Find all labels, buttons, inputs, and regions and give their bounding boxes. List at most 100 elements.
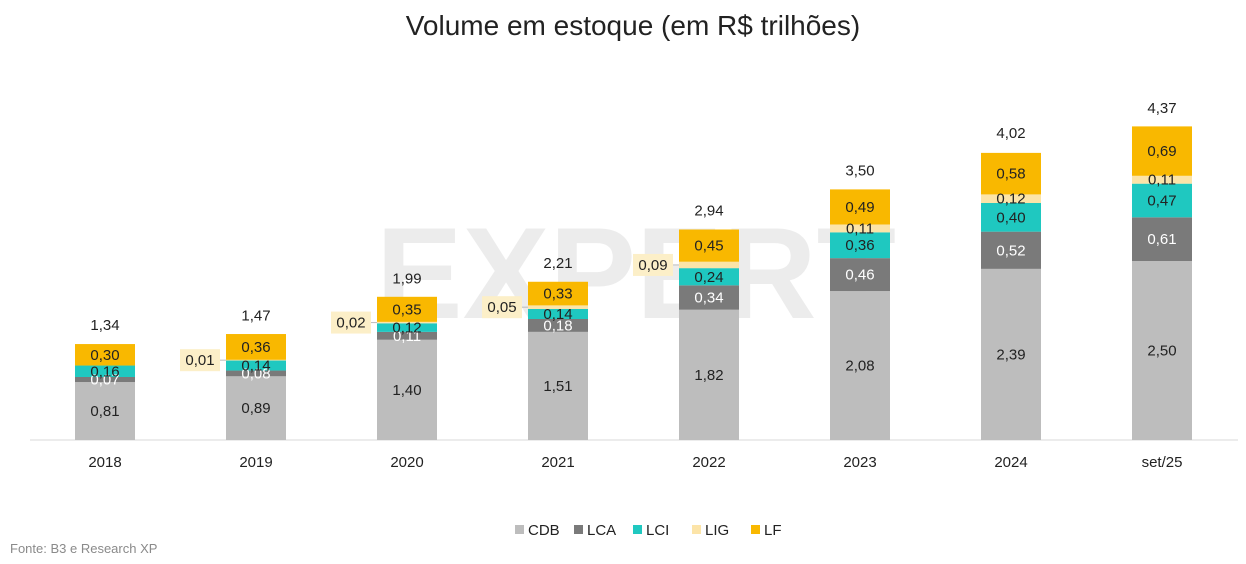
legend-label-lci: LCI (646, 522, 669, 539)
label-lf-2018: 0,30 (90, 347, 119, 364)
bar-lca-2022 (679, 285, 739, 310)
bar-lig-2023 (830, 224, 890, 233)
legend-label-lf: LF (764, 522, 782, 539)
x-tick-label-2019: 2019 (239, 454, 272, 471)
label-lca-set/25: 0,61 (1147, 231, 1176, 248)
label-cdb-2019: 0,89 (241, 400, 270, 417)
bar-lig-2022 (679, 261, 739, 269)
bar-cdb-2021 (528, 331, 588, 440)
callout-bg-lig-2022 (633, 253, 673, 276)
label-cdb-2021: 1,51 (543, 378, 572, 395)
bar-lci-2023 (830, 232, 890, 259)
legend-label-cdb: CDB (528, 522, 560, 539)
bar-lci-2022 (679, 268, 739, 286)
label-lca-2024: 0,52 (996, 242, 1025, 259)
bar-cdb-2022 (679, 309, 739, 440)
label-lci-set/25: 0,47 (1147, 192, 1176, 209)
bar-cdb-2023 (830, 291, 890, 440)
label-lig-set/25: 0,11 (1148, 172, 1176, 189)
bar-lca-2018 (75, 376, 135, 383)
bar-lci-2021 (528, 308, 588, 319)
label-lci-2019: 0,14 (241, 358, 270, 375)
bar-cdb-2019 (226, 376, 286, 440)
bar-lf-2020 (377, 296, 437, 322)
x-tick-label-2022: 2022 (692, 454, 725, 471)
label-cdb-2018: 0,81 (90, 403, 119, 420)
bar-lig-set/25 (1132, 175, 1192, 184)
bar-lca-set/25 (1132, 217, 1192, 261)
label-lig-2021: 0,05 (487, 299, 516, 316)
label-cdb-set/25: 2,50 (1147, 343, 1176, 360)
bar-lf-2022 (679, 229, 739, 262)
label-lf-2023: 0,49 (845, 199, 874, 216)
label-lf-2024: 0,58 (996, 166, 1025, 183)
label-cdb-2022: 1,82 (694, 367, 723, 384)
label-lci-2020: 0,12 (392, 320, 421, 337)
legend-swatch-lci (633, 525, 642, 534)
total-label-2023: 3,50 (845, 162, 874, 179)
label-lca-2020: 0,11 (393, 328, 421, 345)
label-lf-2021: 0,33 (543, 286, 572, 303)
bar-lca-2023 (830, 258, 890, 292)
label-lig-2023: 0,11 (846, 220, 874, 237)
bar-lci-2020 (377, 323, 437, 332)
bar-lig-2021 (528, 305, 588, 309)
label-lig-2019: 0,01 (185, 352, 214, 369)
bar-lci-2019 (226, 360, 286, 371)
chart-title: Volume em estoque (em R$ trilhões) (405, 10, 861, 41)
x-tick-label-2018: 2018 (88, 454, 121, 471)
bar-lca-2019 (226, 370, 286, 377)
total-label-set/25: 4,37 (1147, 100, 1176, 117)
label-lig-2024: 0,12 (996, 191, 1025, 208)
bar-lci-2024 (981, 203, 1041, 232)
label-lca-2021: 0,18 (543, 317, 572, 334)
label-lci-2022: 0,24 (694, 269, 723, 286)
callout-bg-lig-2019 (180, 349, 220, 372)
bar-lci-set/25 (1132, 183, 1192, 218)
bar-lca-2020 (377, 331, 437, 340)
bar-cdb-2018 (75, 382, 135, 440)
legend-label-lig: LIG (705, 522, 729, 539)
bar-lig-2019 (226, 359, 286, 361)
x-tick-label-2023: 2023 (843, 454, 876, 471)
bar-cdb-2020 (377, 339, 437, 440)
label-lci-2024: 0,40 (996, 209, 1025, 226)
legend-swatch-lf (751, 525, 760, 534)
bar-lca-2024 (981, 231, 1041, 269)
callout-bg-lig-2021 (482, 296, 522, 319)
x-tick-label-2024: 2024 (994, 454, 1027, 471)
label-cdb-2023: 2,08 (845, 358, 874, 375)
legend-swatch-lig (692, 525, 701, 534)
label-lf-2019: 0,36 (241, 339, 270, 356)
label-lf-2020: 0,35 (392, 301, 421, 318)
total-label-2019: 1,47 (241, 308, 270, 325)
label-lca-2022: 0,34 (694, 290, 723, 307)
label-lci-2023: 0,36 (845, 237, 874, 254)
label-cdb-2020: 1,40 (392, 382, 421, 399)
callout-bg-lig-2020 (331, 311, 371, 334)
legend-label-lca: LCA (587, 522, 616, 539)
x-tick-label-2021: 2021 (541, 454, 574, 471)
label-lci-2018: 0,16 (90, 363, 119, 380)
bar-lci-2018 (75, 365, 135, 377)
bar-lf-2018 (75, 344, 135, 366)
label-lf-set/25: 0,69 (1147, 143, 1176, 160)
label-lig-2020: 0,02 (336, 315, 365, 332)
bar-lf-2021 (528, 281, 588, 306)
label-cdb-2024: 2,39 (996, 346, 1025, 363)
total-label-2022: 2,94 (694, 202, 723, 219)
bar-lig-2020 (377, 321, 437, 324)
legend-swatch-lca (574, 525, 583, 534)
source-note: Fonte: B3 e Research XP (10, 541, 158, 556)
label-lci-2021: 0,14 (543, 306, 572, 323)
bar-lca-2021 (528, 318, 588, 332)
label-lca-2023: 0,46 (845, 267, 874, 284)
x-tick-label-2020: 2020 (390, 454, 423, 471)
bar-cdb-2024 (981, 268, 1041, 440)
bar-lf-2019 (226, 334, 286, 360)
legend-swatch-cdb (515, 525, 524, 534)
label-lf-2022: 0,45 (694, 238, 723, 255)
total-label-2024: 4,02 (996, 125, 1025, 142)
